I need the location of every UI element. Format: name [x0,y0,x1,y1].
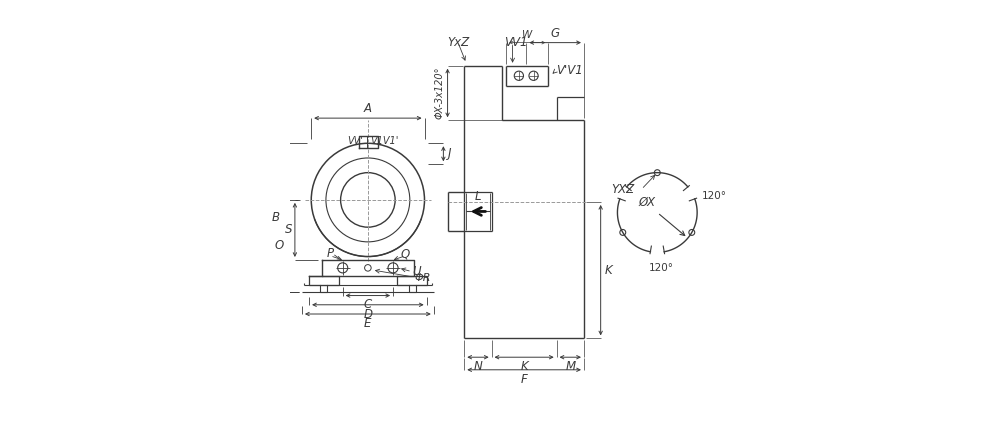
Text: ØX: ØX [638,196,655,209]
Text: YxZ: YxZ [448,36,470,49]
Text: B: B [272,211,280,224]
Text: V1V1': V1V1' [370,136,398,146]
Text: U: U [412,265,421,278]
Text: L: L [475,190,481,203]
Text: 120°: 120° [702,191,727,201]
Text: F: F [521,373,527,386]
Text: S: S [284,224,292,236]
Text: ΦX-3x120°: ΦX-3x120° [434,67,444,119]
Text: Q: Q [401,247,410,260]
Text: P: P [327,247,334,260]
Text: ΦR: ΦR [414,273,431,283]
Text: J: J [448,147,451,160]
Text: A: A [364,102,372,115]
Text: C: C [364,298,372,312]
Text: 120°: 120° [649,263,674,273]
Text: K: K [520,360,528,373]
Text: M: M [565,360,575,373]
Text: VV': VV' [347,136,363,146]
Text: E: E [364,317,372,330]
Text: K: K [605,264,613,277]
Text: YXZ: YXZ [611,183,634,196]
Text: V'V1: V'V1 [556,64,583,77]
Text: VV1: VV1 [504,36,528,49]
Text: N: N [474,360,482,373]
Text: O: O [275,239,284,252]
Text: G: G [551,27,560,40]
Text: D: D [363,308,372,321]
Text: W: W [522,30,532,40]
